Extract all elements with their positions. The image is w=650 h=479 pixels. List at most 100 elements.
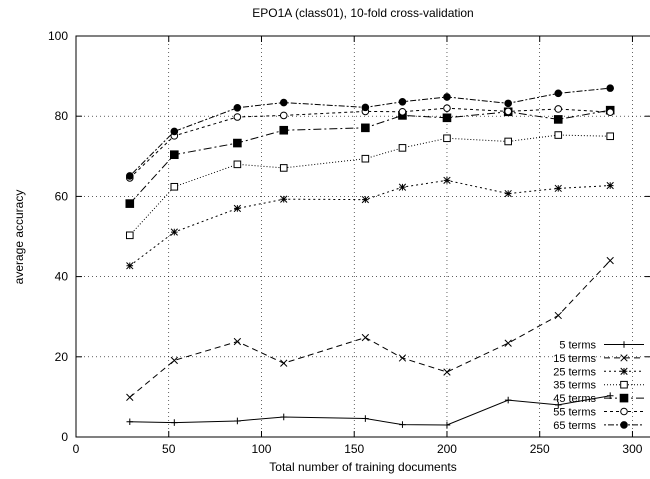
data-point [170, 356, 178, 365]
series-2 [126, 256, 614, 401]
data-point [125, 199, 135, 208]
series-group [125, 84, 615, 429]
series-line [129, 179, 611, 267]
data-point [554, 184, 562, 193]
data-point [443, 93, 451, 101]
legend-marker [620, 380, 628, 389]
data-point [606, 108, 614, 116]
data-point [606, 256, 614, 265]
data-point [233, 337, 242, 346]
data-point [170, 150, 179, 159]
series-line [129, 87, 611, 177]
y-tick-label: 60 [55, 189, 69, 203]
series-7 [125, 84, 614, 180]
legend-marker [620, 341, 628, 348]
data-point [553, 115, 563, 124]
y-tick-label: 0 [61, 430, 68, 444]
data-point [443, 104, 451, 112]
legend-item: 35 terms [553, 380, 644, 392]
legend-item: 45 terms [553, 393, 644, 405]
data-point [280, 195, 288, 203]
data-point [170, 182, 179, 191]
legend-label: 25 terms [553, 366, 596, 378]
series-4 [125, 131, 614, 240]
x-tick-label: 300 [622, 442, 642, 456]
data-point [504, 339, 512, 347]
data-point [126, 262, 134, 270]
series-6 [125, 104, 614, 182]
legend-label: 45 terms [553, 393, 596, 405]
x-tick-label: 50 [162, 442, 176, 456]
y-axis-label: average accuracy [12, 190, 26, 285]
legend-item: 15 terms [553, 353, 644, 365]
data-point [170, 228, 178, 236]
data-point [233, 113, 242, 121]
series-3 [126, 176, 614, 270]
data-point [361, 333, 370, 342]
y-tick-label: 40 [55, 270, 69, 284]
data-point [554, 89, 563, 98]
x-tick-label: 250 [530, 442, 550, 456]
series-1 [126, 392, 614, 429]
data-point [398, 144, 407, 152]
x-tick-label: 100 [251, 442, 271, 456]
data-point [125, 231, 134, 240]
legend-item: 25 terms [553, 366, 644, 378]
legend-label: 15 terms [553, 353, 596, 365]
data-point [279, 111, 288, 120]
data-point [233, 160, 242, 169]
data-point [361, 195, 370, 204]
data-point [606, 181, 614, 190]
data-point [443, 421, 451, 429]
data-point [443, 134, 451, 143]
data-point [279, 164, 288, 172]
data-point [504, 107, 512, 116]
data-point [280, 359, 288, 367]
plot-frame [75, 35, 650, 438]
data-point [233, 204, 242, 213]
data-point [443, 368, 451, 376]
data-point [554, 401, 562, 409]
data-point [442, 113, 452, 123]
legend-marker [620, 367, 628, 375]
series-5 [125, 105, 615, 208]
data-point [279, 125, 289, 135]
legend-marker [620, 421, 628, 429]
y-tick-label: 20 [55, 350, 69, 364]
data-point [398, 183, 407, 191]
x-axis-label: Total number of training documents [269, 460, 456, 474]
data-point [233, 138, 242, 148]
legend-label: 65 terms [553, 420, 596, 432]
data-point [504, 99, 512, 108]
data-point [126, 418, 134, 426]
data-point [399, 421, 406, 428]
legend-marker [620, 354, 628, 362]
data-point [398, 354, 407, 362]
series-line [129, 260, 611, 398]
x-tick-label: 0 [73, 442, 80, 456]
series-line [129, 109, 611, 204]
series-line [129, 134, 611, 236]
axis-ticks: 0 20 40 60 80 100 0 50 100 150 200 250 300 [48, 29, 650, 456]
chart-title: EPO1A (class01), 10-fold cross-validatio… [252, 6, 473, 20]
data-point [171, 419, 178, 426]
x-tick-label: 200 [437, 442, 457, 456]
data-point [554, 105, 563, 113]
data-point [554, 311, 562, 320]
data-point [361, 154, 370, 163]
data-point [279, 98, 288, 107]
legend-marker [619, 393, 629, 403]
y-tick-label: 100 [48, 29, 68, 43]
legend-label: 35 terms [553, 380, 596, 392]
data-point [233, 103, 242, 112]
data-point [398, 97, 407, 106]
data-point [554, 131, 563, 139]
x-tick-label: 150 [344, 442, 364, 456]
data-point [234, 417, 241, 425]
series-line [129, 395, 611, 426]
legend-label: 5 terms [559, 340, 596, 352]
legend-marker [620, 407, 628, 416]
data-point [362, 415, 369, 422]
